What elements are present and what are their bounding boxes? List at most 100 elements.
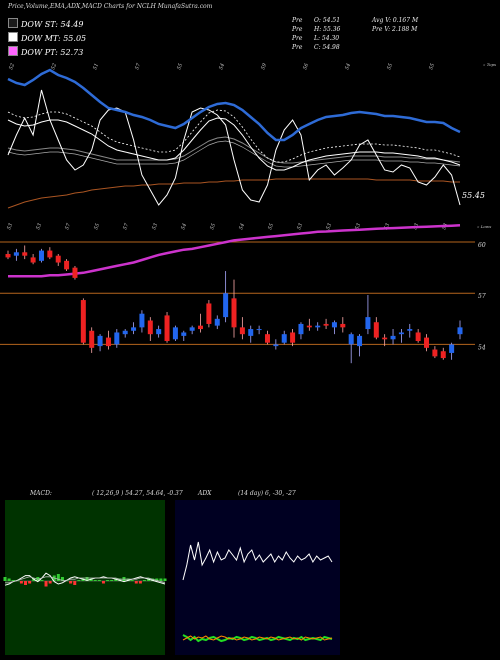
candle-body bbox=[89, 330, 95, 348]
candle-body bbox=[239, 327, 245, 335]
macd-histogram-bar bbox=[73, 581, 77, 585]
macd-histogram-bar bbox=[40, 580, 44, 581]
top-tick-label: 52 bbox=[50, 63, 58, 71]
long-ma-line bbox=[8, 224, 461, 278]
ohlc-value: H: 55.36 bbox=[314, 26, 341, 33]
candle-body bbox=[164, 315, 170, 341]
candle-body bbox=[298, 323, 304, 335]
ema-slow-line bbox=[7, 178, 460, 209]
macd-histogram-bar bbox=[60, 577, 64, 581]
candle-body bbox=[340, 323, 346, 328]
price-level-label: 60 bbox=[478, 242, 486, 249]
macd-histogram-bar bbox=[130, 580, 134, 581]
dow-pt-swatch bbox=[8, 46, 18, 56]
macd-histogram-bar bbox=[97, 580, 101, 581]
macd-signal-line bbox=[5, 576, 166, 584]
macd-histogram-bar bbox=[126, 578, 130, 581]
ohlc-key: Pre bbox=[292, 17, 303, 24]
candle-body bbox=[156, 329, 162, 335]
ohlc-key: Pre bbox=[292, 44, 303, 51]
low-tick-label: 53 bbox=[383, 223, 391, 231]
ema-fast-line bbox=[7, 68, 461, 142]
dow-mt-swatch bbox=[8, 32, 18, 42]
macd-histogram-bar bbox=[110, 580, 114, 581]
macd-histogram-bar bbox=[159, 578, 163, 581]
candle-body bbox=[5, 254, 11, 258]
top-tick-label: 52 bbox=[8, 63, 16, 71]
candle-body bbox=[432, 349, 438, 357]
macd-histogram-bar bbox=[56, 574, 60, 581]
candle-body bbox=[424, 337, 430, 348]
top-tick-label: 59 bbox=[260, 62, 268, 71]
top-tick-label: 55 bbox=[386, 63, 394, 71]
candle-body bbox=[223, 293, 229, 318]
adx-plus-di-line bbox=[182, 634, 333, 643]
candle-body bbox=[273, 344, 279, 347]
volume-block: Avg V: 0.167 M Pre V: 2.188 M bbox=[372, 16, 418, 34]
adx-minus-di-line bbox=[182, 635, 333, 641]
avg-volume: Avg V: 0.167 M bbox=[372, 17, 419, 24]
dow-st-value: DOW ST: 54.49 bbox=[21, 20, 84, 29]
candle-body bbox=[189, 327, 195, 331]
macd-params: ( 12,26,9 ) 54.27, 54.64, -0.37 bbox=[92, 490, 183, 497]
low-tick-label: 57 bbox=[64, 222, 72, 231]
candle-body bbox=[22, 252, 28, 256]
candle-body bbox=[290, 332, 296, 343]
candle-body bbox=[331, 322, 337, 328]
candle-body bbox=[147, 320, 153, 335]
adx-title: ADX bbox=[198, 490, 212, 497]
macd-histogram-bar bbox=[93, 580, 97, 581]
low-tick-label: 53 bbox=[354, 223, 362, 231]
ohlc-value: O: 54.51 bbox=[314, 17, 341, 24]
macd-histogram-bar bbox=[77, 580, 81, 581]
candle-body bbox=[72, 267, 78, 278]
candle-body bbox=[281, 334, 287, 343]
low-tick-label: 53 bbox=[35, 223, 43, 231]
macd-label: MACD: bbox=[30, 490, 52, 497]
macd-histogram-bar bbox=[81, 578, 85, 581]
macd-histogram-bar bbox=[3, 577, 7, 581]
top-tick-label: 51 bbox=[92, 63, 100, 71]
ohlc-low: Pre L: 54.30 bbox=[292, 34, 340, 43]
price-level-label: 57 bbox=[478, 293, 486, 300]
candle-body bbox=[80, 300, 86, 343]
prev-volume: Pre V: 2.188 M bbox=[372, 26, 418, 33]
low-tick-label: 53 bbox=[151, 223, 159, 231]
candle-body bbox=[114, 332, 120, 345]
macd-histogram-bar bbox=[114, 578, 118, 581]
top-tick-label: 57 bbox=[134, 62, 142, 71]
candle-body bbox=[264, 334, 270, 343]
macd-histogram-bar bbox=[69, 581, 73, 584]
ohlc-open: Pre O: 54.51 bbox=[292, 16, 340, 25]
ohlc-key: Pre bbox=[292, 26, 303, 33]
candle-body bbox=[390, 335, 396, 340]
macd-histogram-bar bbox=[101, 581, 105, 584]
top-tick-label: 55 bbox=[176, 63, 184, 71]
ema-white-dashed bbox=[7, 109, 461, 163]
candle-body bbox=[139, 313, 145, 328]
top-tick-label: 55 bbox=[428, 63, 436, 71]
dow-mt-value: DOW MT: 55.05 bbox=[21, 34, 87, 43]
macd-histogram-bar bbox=[24, 581, 28, 585]
candle-body bbox=[13, 252, 19, 256]
candle-body bbox=[382, 337, 388, 340]
macd-histogram-bar bbox=[85, 577, 89, 581]
ohlc-key: Pre bbox=[292, 35, 303, 42]
low-tick-label: 53 bbox=[6, 223, 14, 231]
top-tick-label: 54 bbox=[344, 63, 352, 71]
macd-histogram-bar bbox=[147, 578, 151, 581]
candle-body bbox=[415, 332, 421, 341]
ema-jagged-line bbox=[7, 89, 461, 206]
macd-histogram-bar bbox=[7, 578, 11, 581]
macd-histogram-bar bbox=[19, 581, 23, 584]
dow-st-stat: DOW ST: 54.49 bbox=[8, 18, 83, 29]
candle-body bbox=[449, 344, 455, 353]
macd-histogram-bar bbox=[118, 578, 122, 581]
macd-histogram-bar bbox=[151, 578, 155, 581]
macd-histogram-bar bbox=[11, 580, 15, 581]
low-tick-label: 57 bbox=[122, 222, 130, 231]
candle-body bbox=[105, 337, 111, 347]
macd-histogram-bar bbox=[106, 580, 110, 581]
candle-body bbox=[172, 327, 178, 340]
